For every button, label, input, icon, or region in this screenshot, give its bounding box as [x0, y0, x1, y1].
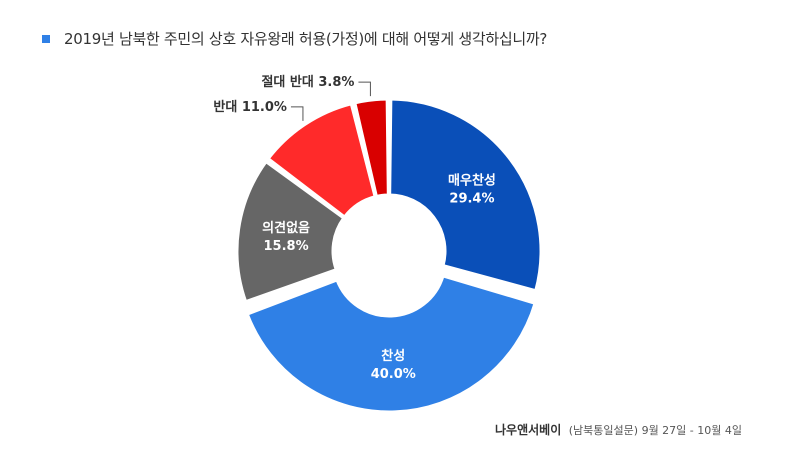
- pie-slice-찬성: [245, 274, 537, 414]
- pie-slice-반대: [266, 101, 377, 220]
- slice-value-찬성: 40.0%: [371, 367, 416, 382]
- pie-slice-절대-반대: [353, 97, 390, 199]
- source-note: 나우앤서베이 (남북통일설문) 9월 27일 - 10월 4일: [495, 421, 742, 438]
- source-detail: (남북통일설문) 9월 27일 - 10월 4일: [568, 424, 742, 437]
- pie-slice-매우찬성: [388, 97, 543, 293]
- slice-label-반대: 반대 11.0%: [213, 99, 287, 115]
- slice-value-의견없음: 15.8%: [264, 239, 309, 254]
- chart-title: 2019년 남북한 주민의 상호 자유왕래 허용(가정)에 대해 어떻게 생각하…: [64, 30, 547, 48]
- slice-label-찬성: 찬성: [381, 348, 405, 364]
- title-bullet-icon: [42, 34, 50, 43]
- slice-label-절대-반대: 절대 반대 3.8%: [261, 74, 354, 90]
- leader-line-절대-반대: [358, 81, 371, 97]
- slice-label-매우찬성: 매우찬성: [448, 172, 496, 188]
- slice-label-의견없음: 의견없음: [262, 220, 310, 236]
- slice-value-매우찬성: 29.4%: [449, 191, 494, 206]
- leader-line-반대: [290, 106, 304, 121]
- chart-title-row: 2019년 남북한 주민의 상호 자유왕래 허용(가정)에 대해 어떻게 생각하…: [42, 28, 547, 49]
- source-org: 나우앤서베이: [495, 423, 562, 437]
- pie-slice-의견없음: [235, 159, 346, 304]
